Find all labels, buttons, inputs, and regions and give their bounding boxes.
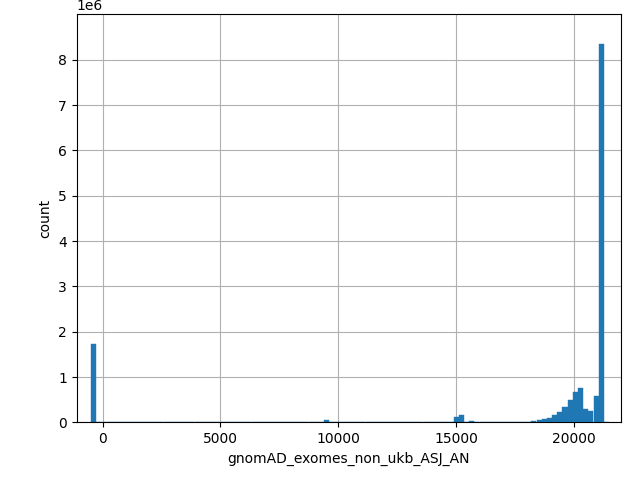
Bar xyxy=(459,415,464,422)
Bar xyxy=(469,421,474,422)
Bar xyxy=(91,345,96,422)
Bar xyxy=(563,408,568,422)
Bar xyxy=(552,415,557,422)
Bar xyxy=(541,419,547,422)
Bar xyxy=(531,421,536,422)
Bar xyxy=(557,412,563,422)
Bar xyxy=(593,396,598,422)
X-axis label: gnomAD_exomes_non_ukb_ASJ_AN: gnomAD_exomes_non_ukb_ASJ_AN xyxy=(228,452,470,466)
Bar xyxy=(588,411,593,422)
Bar xyxy=(568,400,573,422)
Bar xyxy=(324,420,329,422)
Bar xyxy=(578,388,583,422)
Bar xyxy=(583,409,588,422)
Bar xyxy=(547,418,552,422)
Bar xyxy=(454,417,459,422)
Y-axis label: count: count xyxy=(38,199,52,238)
Bar xyxy=(598,44,604,422)
Bar xyxy=(536,420,541,422)
Bar xyxy=(573,392,578,422)
